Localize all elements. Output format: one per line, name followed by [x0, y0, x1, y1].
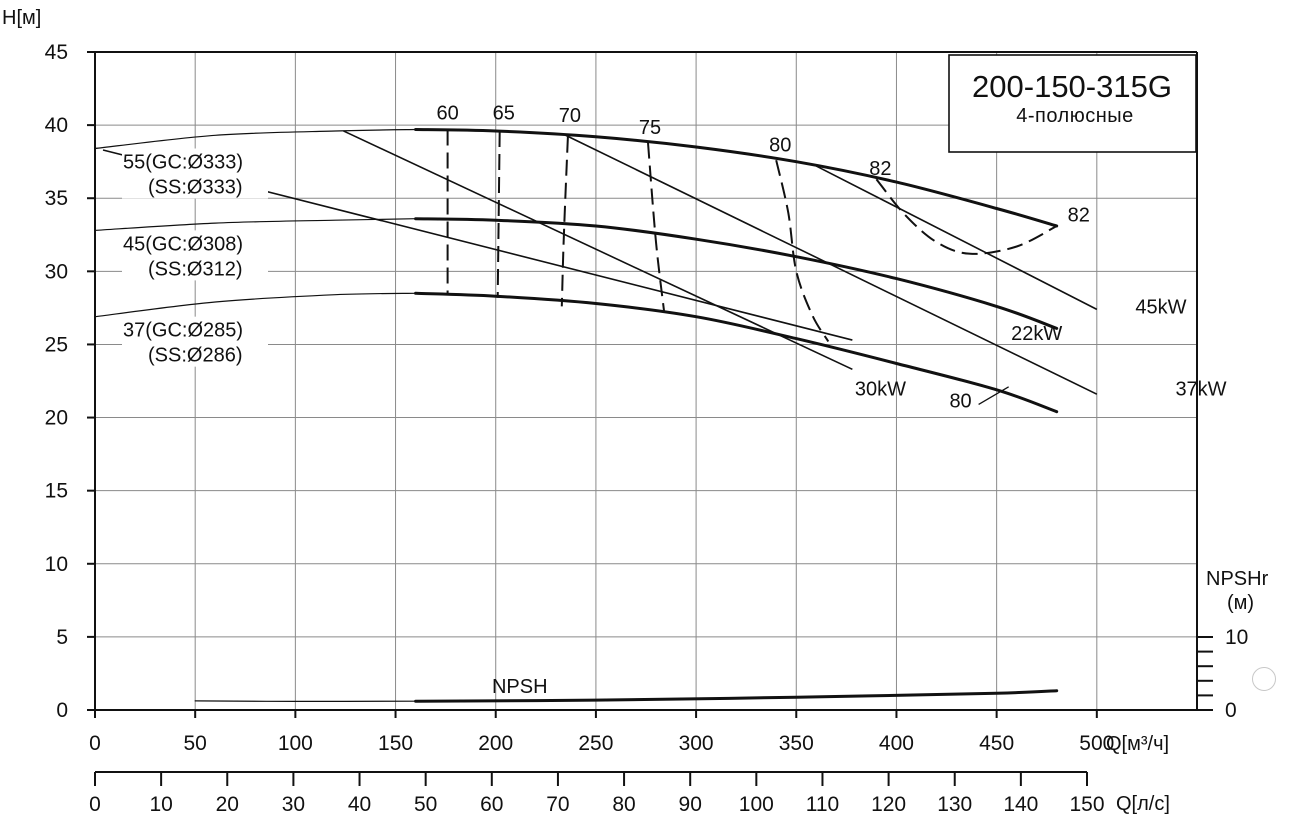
- npsh-tick-label: 0: [1225, 699, 1237, 722]
- y-tick-label: 5: [56, 626, 68, 649]
- head-curve-label: 37(GC:Ø285): [123, 320, 243, 342]
- power-line-label: 45kW: [1135, 297, 1186, 319]
- x-tick-label: 250: [578, 732, 613, 755]
- efficiency-label: 60: [437, 102, 459, 124]
- x2-axis-title: Q[л/с]: [1116, 793, 1170, 815]
- y-tick-label: 45: [45, 41, 68, 64]
- x2-tick-label: 50: [414, 793, 437, 816]
- x-tick-label: 100: [278, 732, 313, 755]
- efficiency-label: 82: [869, 158, 891, 180]
- x-tick-label: 500: [1079, 732, 1114, 755]
- x2-tick-label: 130: [937, 793, 972, 816]
- y-tick-label: 20: [45, 407, 68, 430]
- head-curve: [414, 128, 1059, 228]
- npsh-curve-extension: [194, 700, 417, 702]
- head-curve-label: (SS:Ø286): [148, 345, 242, 367]
- annotation-leader: [978, 386, 1009, 405]
- head-curve-extension: [94, 292, 417, 318]
- x-tick-label: 50: [184, 732, 207, 755]
- npsh-tick-label: 10: [1225, 626, 1248, 649]
- efficiency-label: 75: [639, 117, 661, 139]
- x2-tick-label: 150: [1069, 793, 1104, 816]
- x2-tick-label: 120: [871, 793, 906, 816]
- head-curve-extension: [94, 128, 417, 150]
- chart-frame: [87, 51, 1213, 786]
- power-line: [343, 130, 853, 371]
- x2-tick-label: 10: [149, 793, 172, 816]
- y-tick-label: 0: [56, 699, 68, 722]
- model-title-frame: [948, 54, 1197, 153]
- model-title-box: 200-150-315G 4-полюсные: [948, 54, 1197, 153]
- efficiency-curve: [560, 136, 569, 307]
- head-curve-label: 55(GC:Ø333): [123, 152, 243, 174]
- head-curve-label: 45(GC:Ø308): [123, 233, 243, 255]
- annotation-label: 82: [1068, 205, 1090, 227]
- npsh-axis-title: NPSHr: [1206, 568, 1269, 590]
- efficiency-label: 65: [493, 102, 515, 124]
- x2-tick-label: 0: [89, 793, 101, 816]
- x2-tick-label: 140: [1003, 793, 1038, 816]
- npsh-curve-label: NPSH: [492, 676, 548, 698]
- x2-tick-label: 80: [612, 793, 635, 816]
- npsh-curve: [414, 689, 1059, 703]
- efficiency-curve: [775, 159, 830, 343]
- x2-tick-label: 40: [348, 793, 371, 816]
- x2-tick-label: 100: [739, 793, 774, 816]
- x-tick-label: 450: [979, 732, 1014, 755]
- head-curve: [414, 291, 1059, 414]
- x2-tick-label: 30: [282, 793, 305, 816]
- efficiency-curve: [647, 142, 665, 311]
- y-tick-label: 15: [45, 480, 68, 503]
- model-title: 200-150-315G: [972, 69, 1172, 104]
- x-tick-label: 300: [679, 732, 714, 755]
- power-line: [565, 134, 1098, 395]
- x-tick-label: 350: [779, 732, 814, 755]
- head-curve-label-backing: [122, 148, 268, 199]
- y-tick-label: 40: [45, 114, 68, 137]
- power-line-label: 22kW: [1011, 323, 1062, 345]
- y-tick-label: 25: [45, 333, 68, 356]
- head-curve-label: (SS:Ø333): [148, 177, 242, 199]
- x-tick-label: 200: [478, 732, 513, 755]
- y-axis-title: H[м]: [2, 7, 41, 29]
- efficiency-label: 70: [559, 105, 581, 127]
- head-curve-extension: [94, 218, 417, 231]
- power-line: [815, 165, 1098, 311]
- x-tick-label: 0: [89, 732, 101, 755]
- scroll-to-top-button[interactable]: [1252, 667, 1276, 691]
- y-tick-label: 35: [45, 187, 68, 210]
- efficiency-label: 80: [769, 134, 791, 156]
- efficiency-curve: [496, 130, 501, 298]
- npsh-axis-unit: (м): [1227, 592, 1254, 614]
- head-curve-label-backing: [122, 316, 268, 367]
- x2-tick-label: 20: [216, 793, 239, 816]
- x2-tick-label: 110: [806, 793, 839, 816]
- x-tick-label: 150: [378, 732, 413, 755]
- head-curve-label-backing: [122, 230, 268, 281]
- annotation-label: 80: [949, 390, 971, 412]
- x2-tick-label: 60: [480, 793, 503, 816]
- model-subtitle: 4-полюсные: [1016, 105, 1134, 127]
- x-axis-title: Q[м³/ч]: [1106, 733, 1169, 755]
- power-line-label: 30kW: [855, 379, 906, 401]
- x-tick-label: 400: [879, 732, 914, 755]
- y-tick-label: 30: [45, 260, 68, 283]
- y-tick-label: 10: [45, 553, 68, 576]
- x2-tick-label: 90: [679, 793, 702, 816]
- power-line-label: 37kW: [1175, 379, 1226, 401]
- head-curve: [414, 217, 1059, 330]
- efficiency-curve: [875, 178, 1058, 255]
- x2-tick-label: 70: [546, 793, 569, 816]
- head-curve-label: (SS:Ø312): [148, 258, 242, 280]
